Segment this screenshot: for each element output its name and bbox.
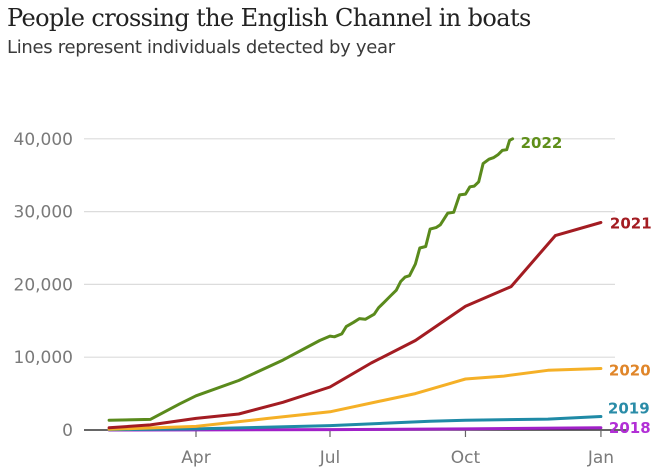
y-tick-label: 10,000: [14, 348, 73, 368]
chart-subtitle: Lines represent individuals detected by …: [7, 37, 395, 58]
series-line-2020: [107, 367, 603, 431]
chart-title: People crossing the English Channel in b…: [7, 4, 531, 32]
y-tick-label: 20,000: [14, 275, 73, 295]
series-line-2022: [107, 137, 515, 422]
series-label-2018: 2018: [609, 419, 651, 437]
x-tick-label: Apr: [181, 448, 210, 468]
y-tick-label: 0: [62, 421, 73, 441]
y-axis-ticks: 0 10,000 20,000 30,000 40,000: [14, 130, 73, 441]
y-tick-label: 30,000: [14, 203, 73, 223]
x-axis: Apr Jul Oct Jan: [84, 429, 628, 468]
x-tick-label: Jul: [319, 448, 341, 468]
series-line-2021: [107, 221, 603, 430]
gridlines: [84, 138, 615, 358]
series-label-2021: 2021: [610, 215, 652, 233]
x-tick-label: Oct: [451, 448, 481, 468]
series-label-2019: 2019: [608, 400, 650, 418]
y-tick-label: 40,000: [14, 130, 73, 150]
series-lines: [107, 137, 603, 432]
series-line-2019: [107, 415, 603, 432]
series-label-2020: 2020: [609, 361, 651, 379]
series-label-2022: 2022: [521, 134, 563, 152]
x-tick-label: Jan: [587, 448, 614, 468]
